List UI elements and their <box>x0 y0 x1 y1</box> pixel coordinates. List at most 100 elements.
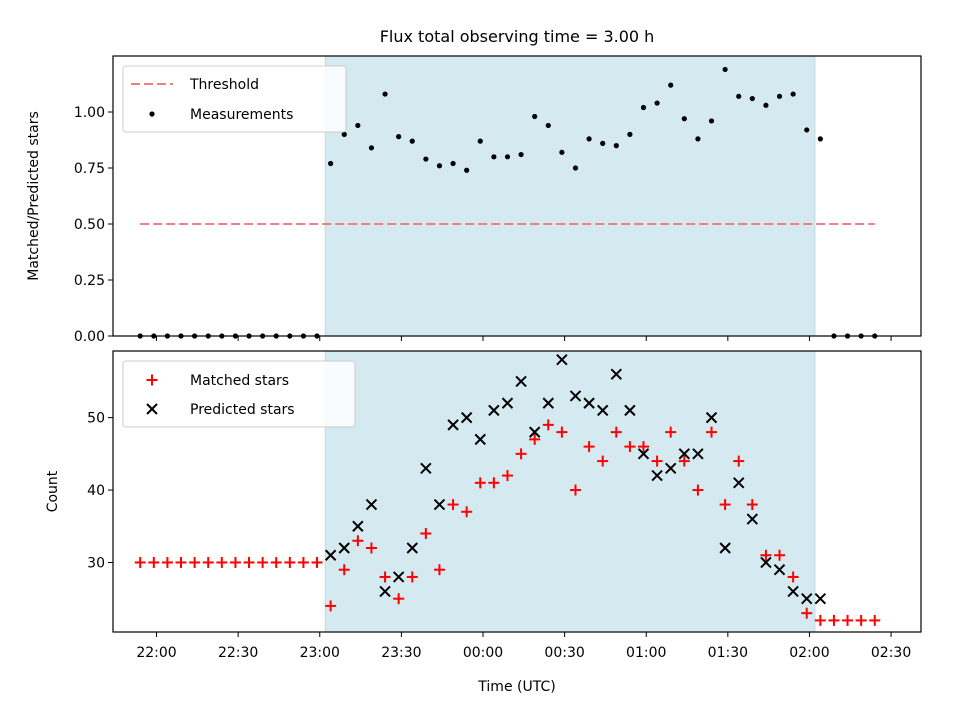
matched-stars-point <box>311 556 323 568</box>
matched-stars-point <box>760 549 772 561</box>
y-tick-label: 0.00 <box>74 329 105 345</box>
measurement-point <box>559 149 565 155</box>
predicted-stars-point-b <box>610 368 623 380</box>
measurement-point <box>409 138 415 144</box>
predicted-stars-point <box>787 585 799 598</box>
predicted-stars-point <box>420 462 432 475</box>
measurement-point <box>695 136 701 142</box>
predicted-stars-point-b <box>406 542 418 554</box>
matched-stars-point <box>814 614 826 626</box>
legend-predicted-swatch <box>146 403 158 415</box>
x-tick-label: 02:00 <box>789 645 829 661</box>
predicted-stars-point-b <box>379 585 391 598</box>
predicted-stars-point-b <box>515 375 527 388</box>
x-tick-label: 00:30 <box>544 645 584 661</box>
measurement-point <box>586 136 592 142</box>
predicted-stars-point <box>733 477 745 489</box>
matched-stars-point <box>624 441 636 453</box>
predicted-stars-point <box>352 520 364 532</box>
matched-stars-point <box>610 426 622 438</box>
measurement-point <box>763 102 769 108</box>
chart-title: Flux total observing time = 3.00 h <box>380 27 655 46</box>
matched-stars-point <box>488 477 500 489</box>
predicted-stars-point-b <box>692 448 704 460</box>
predicted-stars-point <box>665 462 677 475</box>
matched-stars-point <box>855 614 867 626</box>
measurement-point <box>600 140 606 146</box>
matched-stars-point <box>447 499 459 511</box>
predicted-stars-point <box>610 368 623 380</box>
matched-stars-point <box>379 571 391 583</box>
predicted-stars-point-b <box>352 520 364 532</box>
matched-stars-point <box>828 614 840 626</box>
predicted-stars-point <box>447 419 459 431</box>
matched-stars-point <box>325 600 337 612</box>
measurement-point <box>708 118 715 124</box>
matched-stars-point <box>257 556 269 568</box>
matched-stars-point <box>869 614 881 626</box>
predicted-stars-point <box>814 592 827 605</box>
matched-stars-point <box>243 556 255 568</box>
matched-stars-point <box>501 470 513 482</box>
predicted-stars-point <box>719 542 731 554</box>
predicted-stars-point-b <box>760 556 772 569</box>
predicted-stars-point-b <box>596 404 609 417</box>
legend-matched-label: Matched stars <box>190 373 289 389</box>
axes-frame <box>112 350 922 633</box>
matched-stars-point <box>161 556 173 568</box>
predicted-stars-point <box>569 390 582 402</box>
predicted-stars-point <box>433 498 446 511</box>
predicted-stars-point-b <box>801 592 813 605</box>
legend-box <box>122 360 356 428</box>
measurement-point <box>654 100 660 106</box>
predicted-stars-point-b <box>365 498 378 511</box>
legend-predicted-swatch-b <box>146 403 158 415</box>
predicted-stars-point-b <box>501 397 514 409</box>
measurement-point <box>341 131 347 137</box>
matched-stars-point <box>406 571 418 583</box>
predicted-stars-point-b <box>433 498 446 511</box>
predicted-stars-point-b <box>556 353 568 366</box>
matched-stars-point <box>338 564 350 576</box>
measurement-point <box>545 122 551 129</box>
measurement-point <box>776 93 783 99</box>
matched-stars-point <box>529 433 541 445</box>
measurement-point <box>627 131 633 137</box>
predicted-stars-point-b <box>624 404 636 417</box>
matched-stars-point <box>569 484 581 496</box>
predicted-stars-point <box>651 469 663 482</box>
measurement-point <box>382 91 388 97</box>
x-tick-label: 23:00 <box>300 645 340 661</box>
x-axis-label: Time (UTC) <box>477 679 555 695</box>
y-axis-label: Count <box>45 470 61 512</box>
predicted-stars-point <box>392 571 405 583</box>
predicted-stars-point-b <box>542 397 554 409</box>
matched-stars-point <box>474 477 486 489</box>
predicted-stars-point-b <box>705 411 718 424</box>
predicted-stars-point-b <box>528 426 541 438</box>
matched-stars-point <box>583 441 595 453</box>
measurement-point <box>804 127 810 133</box>
legend-predicted-label: Predicted stars <box>190 402 295 418</box>
matched-stars-point <box>787 571 799 583</box>
predicted-stars-point <box>637 448 650 460</box>
matched-stars-point <box>229 556 241 568</box>
predicted-stars-point-b <box>773 564 786 576</box>
measurement-point <box>668 82 674 88</box>
measurement-point <box>640 104 647 111</box>
predicted-stars-point <box>474 433 486 446</box>
measurement-point <box>817 136 823 142</box>
predicted-stars-point-b <box>488 404 500 417</box>
matched-stars-point <box>774 549 786 561</box>
matched-stars-point <box>638 441 650 453</box>
predicted-stars-point <box>528 426 541 438</box>
measurement-point <box>423 156 429 162</box>
measurement-point <box>328 160 334 167</box>
matched-stars-point <box>597 455 609 467</box>
matched-stars-point <box>216 556 228 568</box>
predicted-stars-point <box>746 513 759 525</box>
measurement-point <box>518 151 524 158</box>
predicted-stars-point <box>501 397 514 409</box>
predicted-stars-point-b <box>678 448 691 460</box>
